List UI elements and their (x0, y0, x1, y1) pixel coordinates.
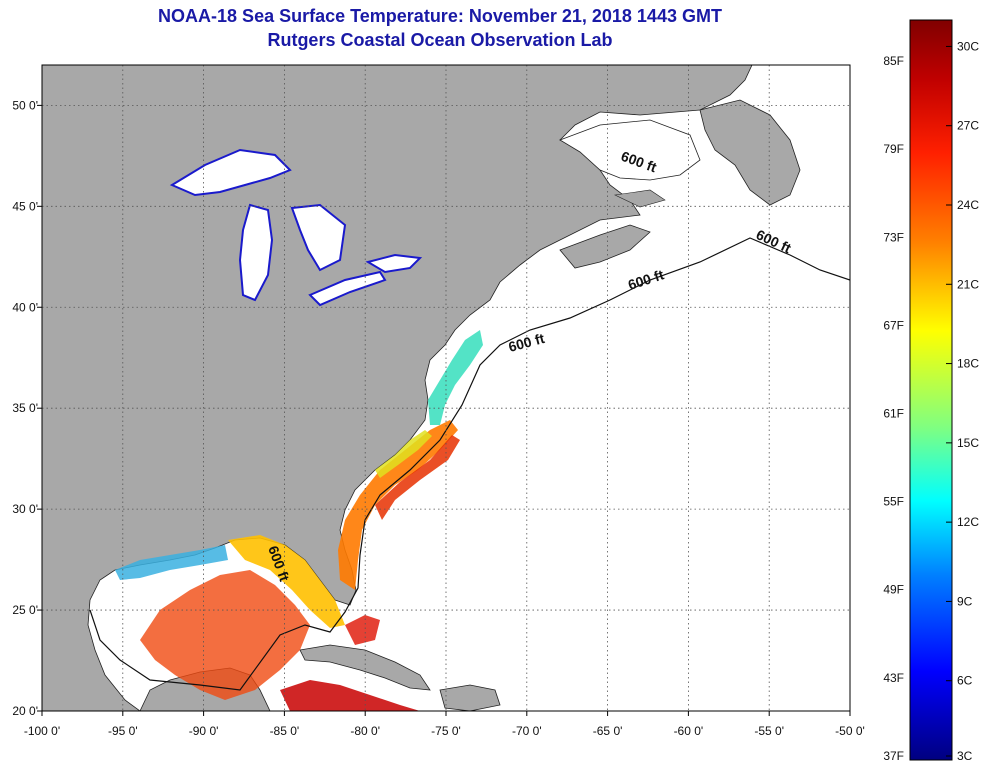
sst-gulf-mexico-red (140, 570, 310, 700)
lake-erie (308, 270, 387, 307)
colorbar-f-label: 49F (883, 583, 904, 597)
colorbar-c-label: 24C (957, 198, 979, 212)
sst-florida-straits (345, 615, 380, 645)
colorbar-f-label: 37F (883, 749, 904, 763)
cuba-land (299, 644, 431, 691)
map-layers (42, 65, 850, 711)
lake-huron (290, 203, 347, 272)
colorbar-f-label: 67F (883, 318, 904, 332)
colorbar-c-label: 3C (957, 749, 973, 763)
map-title: NOAA-18 Sea Surface Temperature: Novembe… (158, 6, 722, 26)
colorbar-f-label: 85F (883, 54, 904, 68)
colorbar-c-label: 21C (957, 277, 979, 291)
longitude-labels: -100 0' -95 0' -90 0' -85 0' -80 0' -75 0' -70… (24, 711, 865, 738)
sst-shelf-cool (428, 330, 483, 425)
colorbar-fahrenheit-labels: 85F 79F 73F 67F 61F 55F 49F 43F 37F (883, 54, 904, 763)
sst-gulf-mexico-yellow (228, 535, 345, 628)
sst-gulf-stream-red (375, 435, 460, 520)
map-subtitle: Rutgers Coastal Ocean Observation Lab (267, 30, 613, 50)
isobath-600ft (89, 237, 850, 691)
sst-shelf-yellow (375, 430, 432, 478)
lake-superior (169, 148, 292, 197)
longitude-label: -100 0' (24, 724, 60, 738)
longitude-label: -50 0' (835, 724, 865, 738)
gulf-st-lawrence (559, 119, 701, 181)
latitude-label: 20 0' (12, 704, 38, 718)
sst-gulf-stream (338, 420, 458, 590)
longitude-label: -70 0' (512, 724, 542, 738)
colorbar (909, 19, 953, 761)
colorbar-c-label: 15C (957, 436, 979, 450)
sst-gulf-mexico-coast (115, 545, 228, 580)
lake-michigan (238, 203, 274, 302)
longitude-label: -80 0' (350, 724, 380, 738)
newfoundland-land (699, 99, 801, 206)
hispaniola-land (439, 684, 501, 711)
sst-caribbean (280, 680, 420, 711)
colorbar-f-label: 43F (883, 671, 904, 685)
colorbar-f-label: 79F (883, 142, 904, 156)
colorbar-c-label: 27C (957, 119, 979, 133)
longitude-label: -65 0' (593, 724, 623, 738)
colorbar-c-label: 18C (957, 357, 979, 371)
colorbar-f-label: 61F (883, 406, 904, 420)
nova-scotia-land (559, 224, 651, 269)
colorbar-c-label: 30C (957, 39, 979, 53)
longitude-label: -55 0' (754, 724, 784, 738)
colorbar-c-label: 6C (957, 674, 973, 688)
pei-land (613, 189, 666, 208)
colorbar-c-label: 12C (957, 515, 979, 529)
latitude-labels: 20 0' 25 0' 30 0' 35 0' 40 0' 45 0' 50 0' (12, 98, 42, 718)
colorbar-f-label: 73F (883, 230, 904, 244)
latitude-label: 25 0' (12, 603, 38, 617)
colorbar-celsius-labels: 30C 27C 24C 21C 18C 15C 12C 9C 6C 3C (946, 39, 979, 763)
latitude-label: 45 0' (12, 199, 38, 213)
latitude-label: 40 0' (12, 300, 38, 314)
longitude-label: -60 0' (674, 724, 704, 738)
latitude-label: 50 0' (12, 98, 38, 112)
lake-ontario (365, 253, 423, 274)
longitude-label: -90 0' (189, 724, 219, 738)
latitude-label: 35 0' (12, 401, 38, 415)
latitude-label: 30 0' (12, 502, 38, 516)
colorbar-c-label: 9C (957, 594, 973, 608)
colorbar-f-label: 55F (883, 495, 904, 509)
longitude-label: -75 0' (431, 724, 461, 738)
longitude-label: -85 0' (270, 724, 300, 738)
longitude-label: -95 0' (108, 724, 138, 738)
